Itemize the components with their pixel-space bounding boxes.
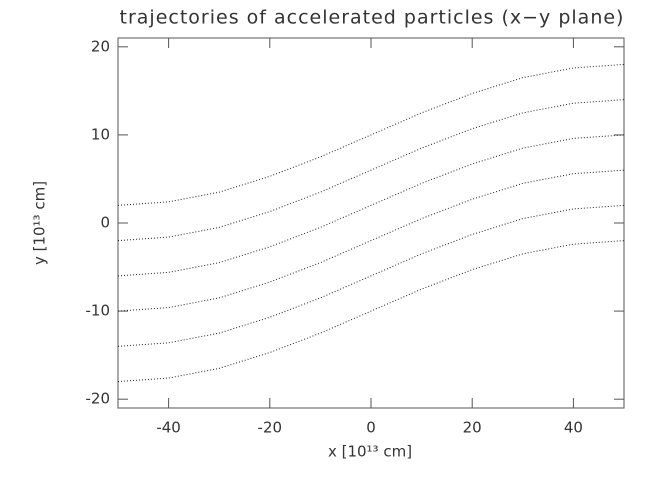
chart-title: trajectories of accelerated particles (x… [120,7,625,29]
x-tick-label: 20 [463,419,482,437]
trajectory [117,204,625,347]
y-tick-label: -10 [86,302,111,320]
trajectory [117,99,625,242]
trajectory [117,134,625,277]
x-axis-label: x [10¹³ cm] [328,443,412,461]
trajectory [117,240,625,383]
y-tick-label: 0 [100,214,110,232]
y-tick-label: 10 [91,125,110,143]
x-tick-label: -40 [156,419,181,437]
y-tick-label: 20 [91,37,110,55]
x-tick-label: -20 [258,419,283,437]
y-tick-label: -20 [86,390,111,408]
plot-frame [117,37,625,409]
x-tick-label: 0 [366,419,376,437]
x-tick-label: 40 [564,419,583,437]
y-axis-label: y [10¹³ cm] [31,181,49,265]
trajectory [117,63,625,206]
trajectory [117,169,625,312]
